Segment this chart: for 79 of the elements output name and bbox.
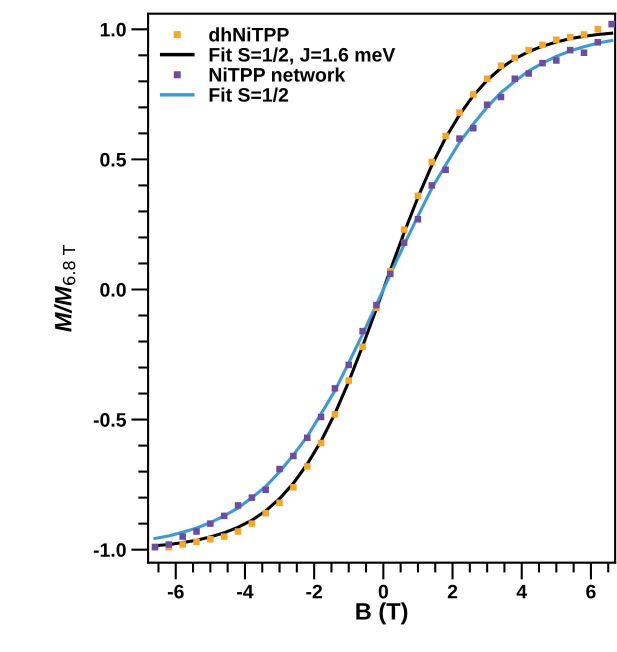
- point: [456, 135, 463, 142]
- point: [359, 328, 366, 334]
- point: [234, 528, 242, 535]
- y-tick-label: 1.0: [100, 22, 126, 37]
- x-axis-title: B (T): [356, 602, 408, 624]
- y-tick-label: -0.5: [94, 413, 126, 427]
- point: [332, 411, 338, 418]
- x-tick-label: 0: [378, 584, 388, 598]
- point: [414, 192, 422, 200]
- point: [304, 434, 310, 442]
- point: [179, 541, 186, 548]
- legend-label: Fit S=1/2, J=1.6 meV: [210, 47, 396, 64]
- point: [290, 452, 297, 460]
- point: [248, 520, 256, 527]
- point: [442, 132, 449, 140]
- point: [594, 39, 602, 46]
- x-tick-label: -2: [306, 584, 322, 598]
- point: [400, 226, 408, 233]
- point: [566, 46, 574, 54]
- x-tick-label: -4: [237, 584, 254, 598]
- point: [276, 466, 283, 472]
- point: [525, 70, 532, 77]
- point: [428, 182, 436, 189]
- point: [512, 54, 518, 62]
- point: [539, 42, 546, 48]
- y-tick-label: 0.0: [100, 282, 126, 297]
- point: [234, 502, 242, 509]
- point: [580, 49, 588, 56]
- point: [262, 486, 269, 494]
- legend-label: Fit S=1/2: [210, 88, 288, 102]
- point: [345, 377, 352, 384]
- y-tick-label: 0.5: [100, 152, 126, 167]
- point: [442, 166, 449, 174]
- x-tick-label: 4: [516, 584, 528, 598]
- point: [373, 302, 380, 308]
- point: [262, 510, 269, 516]
- point: [207, 536, 214, 543]
- point: [512, 75, 518, 82]
- legend-label: dhNiTPP: [209, 27, 289, 42]
- point: [470, 91, 477, 98]
- point: [318, 414, 324, 420]
- point: [484, 75, 490, 82]
- point: [400, 239, 408, 246]
- legend-label: NiTPP network: [210, 67, 346, 82]
- point: [566, 34, 574, 40]
- point: [498, 94, 504, 100]
- point: [345, 362, 352, 368]
- point: [290, 484, 297, 490]
- point: [594, 26, 602, 33]
- point: [553, 57, 560, 64]
- point: [456, 109, 463, 116]
- y-axis-title: M/M$_{6.8 T}$: [54, 244, 76, 332]
- point: [580, 31, 588, 38]
- y-tick-label: -1.0: [94, 543, 126, 557]
- point: [166, 541, 172, 548]
- point: [220, 533, 228, 540]
- point: [539, 60, 546, 66]
- point: [387, 270, 394, 278]
- point: [414, 216, 422, 222]
- x-tick-label: 6: [586, 584, 596, 598]
- point: [332, 385, 338, 392]
- point: [498, 62, 504, 69]
- x-tick-label: 2: [448, 584, 458, 598]
- point: [318, 440, 324, 446]
- point: [248, 494, 256, 501]
- point: [276, 500, 283, 506]
- x-tick-label: -6: [168, 584, 184, 598]
- point: [179, 533, 186, 540]
- point: [553, 36, 560, 43]
- point: [428, 158, 436, 166]
- point: [193, 538, 200, 546]
- point: [304, 463, 310, 470]
- point: [484, 102, 490, 108]
- point: [359, 343, 366, 350]
- point: [525, 46, 532, 54]
- point: [220, 512, 228, 520]
- point: [193, 528, 200, 535]
- point: [207, 520, 214, 527]
- point: [470, 124, 477, 132]
